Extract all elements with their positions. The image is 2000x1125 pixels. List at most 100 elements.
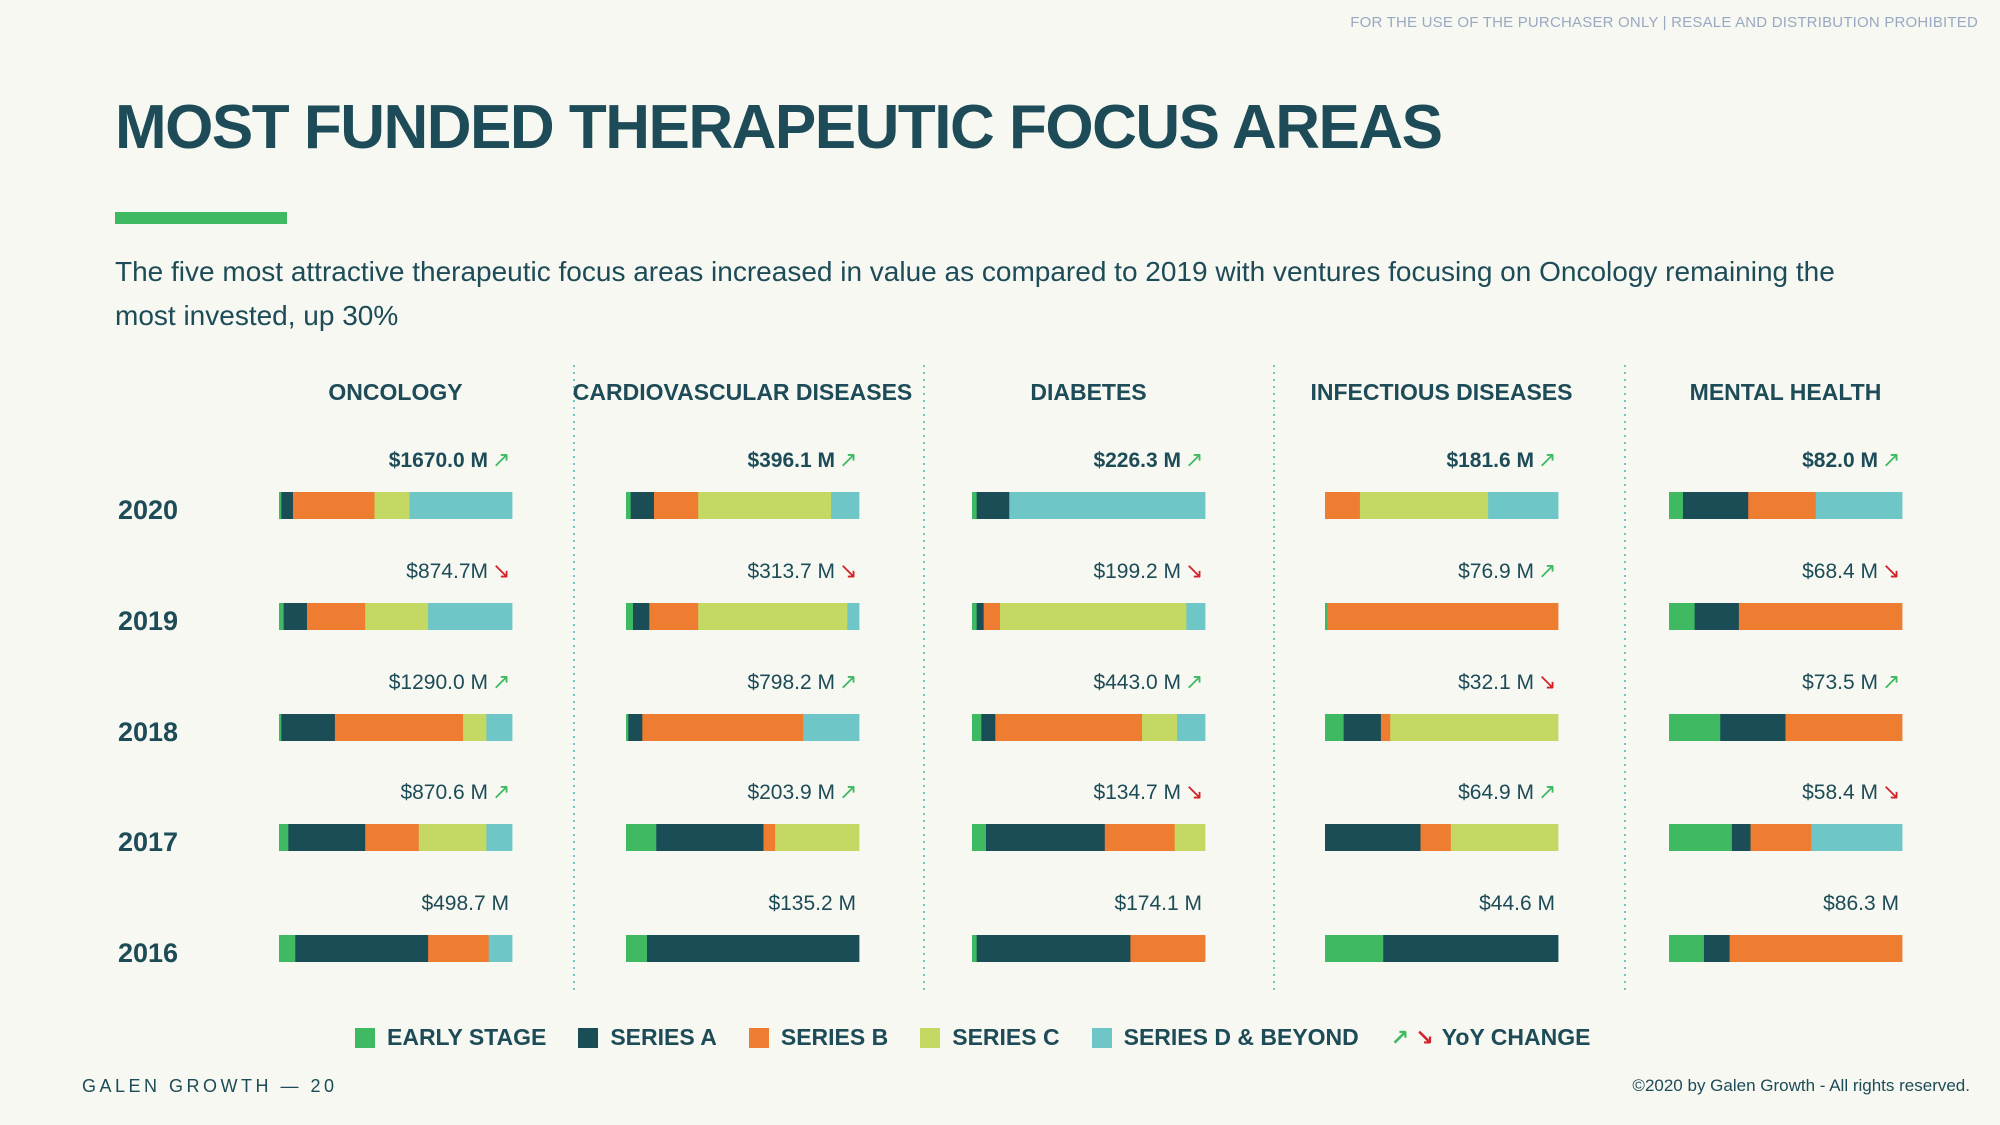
trend-down-icon: ↘ bbox=[839, 559, 857, 584]
total-value-label: $798.2 M bbox=[747, 671, 835, 694]
bar-segment-series-c bbox=[365, 603, 429, 630]
bar-segment-series-b bbox=[1327, 603, 1559, 630]
trend-up-icon: ↗ bbox=[492, 780, 510, 805]
page-title: MOST FUNDED THERAPEUTIC FOCUS AREAS bbox=[115, 93, 1443, 162]
bar-segment-series-c bbox=[374, 492, 410, 519]
bar-segment-series-a bbox=[1383, 935, 1559, 962]
total-value-label: $874.7M bbox=[406, 560, 488, 583]
bar-segment-series-b bbox=[334, 714, 464, 741]
trend-up-icon: ↗ bbox=[1882, 448, 1900, 473]
area-heading-cardiovascular-diseases: CARDIOVASCULAR DISEASES bbox=[573, 379, 913, 405]
total-value-label: $44.6 M bbox=[1479, 892, 1555, 915]
bar-segment-series-c bbox=[698, 603, 848, 630]
total-value-label: $396.1 M bbox=[747, 449, 835, 472]
total-value-label: $443.0 M bbox=[1093, 671, 1181, 694]
bar-segment-series-a bbox=[283, 603, 308, 630]
year-label: 2019 bbox=[118, 606, 178, 636]
legend-swatch-series-b bbox=[748, 1027, 769, 1048]
bar-segment-series-c bbox=[1142, 714, 1178, 741]
bar-segment-series-b bbox=[306, 603, 366, 630]
bar-segment-early-stage bbox=[279, 603, 285, 630]
trend-down-icon: ↘ bbox=[1185, 559, 1203, 584]
bar-segment-series-a bbox=[1694, 603, 1740, 630]
area-heading-diabetes: DIABETES bbox=[1030, 379, 1146, 405]
bar-segment-series-b bbox=[763, 824, 776, 851]
total-value-label: $73.5 M bbox=[1802, 671, 1878, 694]
footer-copyright: ©2020 by Galen Growth - All rights reser… bbox=[1632, 1076, 1970, 1095]
chart-legend: EARLY STAGE SERIES A SERIES B SERIES C S… bbox=[355, 1024, 1622, 1051]
bar-segment-series-d-beyond bbox=[1009, 492, 1206, 519]
legend-item-series-a: SERIES A bbox=[578, 1024, 717, 1051]
trend-up-icon: ↗ bbox=[1882, 670, 1900, 695]
bar-segment-series-d-beyond bbox=[488, 935, 513, 962]
title-accent-bar bbox=[115, 212, 287, 224]
bar-segment-series-a bbox=[295, 935, 429, 962]
bar-segment-series-a bbox=[976, 603, 985, 630]
bar-segment-series-c bbox=[463, 714, 487, 741]
bar-segment-series-d-beyond bbox=[1488, 492, 1559, 519]
bar-segment-early-stage bbox=[972, 603, 978, 630]
disclaimer: FOR THE USE OF THE PURCHASER ONLY | RESA… bbox=[1350, 14, 1978, 31]
page-number: 20 bbox=[310, 1076, 338, 1096]
total-value-label: $135.2 M bbox=[768, 892, 856, 915]
legend-item-early-stage: EARLY STAGE bbox=[355, 1024, 546, 1051]
total-value-label: $76.9 M bbox=[1458, 560, 1534, 583]
legend-label: EARLY STAGE bbox=[387, 1024, 547, 1050]
legend-swatch-series-c bbox=[920, 1027, 941, 1048]
total-value-label: $58.4 M bbox=[1802, 781, 1878, 804]
bar-segment-early-stage bbox=[626, 824, 657, 851]
legend-swatch-early-stage bbox=[355, 1027, 375, 1048]
bar-segment-series-c bbox=[775, 824, 860, 851]
bar-segment-series-b bbox=[1738, 603, 1903, 630]
total-value-label: $1670.0 M bbox=[389, 449, 488, 472]
bar-segment-series-c bbox=[1174, 824, 1206, 851]
bar-segment-series-a bbox=[976, 492, 1010, 519]
bar-segment-early-stage bbox=[279, 824, 289, 851]
total-value-label: $64.9 M bbox=[1458, 781, 1534, 804]
bar-segment-series-d-beyond bbox=[486, 714, 513, 741]
trend-down-icon: ↘ bbox=[1882, 780, 1900, 805]
bar-segment-series-b bbox=[983, 603, 1001, 630]
year-label: 2016 bbox=[118, 938, 178, 968]
bar-segment-series-a bbox=[1731, 824, 1751, 851]
trend-down-icon: ↘ bbox=[1415, 1024, 1434, 1050]
bar-segment-series-b bbox=[995, 714, 1143, 741]
trend-up-icon: ↗ bbox=[1390, 1024, 1410, 1050]
bar-segment-series-c bbox=[1359, 492, 1489, 519]
legend-item-series-b: SERIES B bbox=[748, 1024, 889, 1051]
bar-segment-series-a bbox=[976, 935, 1131, 962]
bar-segment-series-d-beyond bbox=[831, 492, 860, 519]
bar-segment-series-d-beyond bbox=[486, 824, 513, 851]
bar-segment-series-b bbox=[292, 492, 375, 519]
bar-segment-early-stage bbox=[626, 603, 634, 630]
bar-segment-series-a bbox=[1720, 714, 1786, 741]
footer-brand: GALEN GROWTH — 20 bbox=[82, 1076, 338, 1097]
legend-item-yoy-change: ↗ ↘ YoY CHANGE bbox=[1391, 1024, 1591, 1051]
trend-up-icon: ↗ bbox=[839, 448, 857, 473]
legend-swatch-series-d-beyond bbox=[1091, 1027, 1112, 1048]
bar-segment-series-b bbox=[365, 824, 420, 851]
trend-up-icon: ↗ bbox=[1185, 670, 1203, 695]
trend-up-icon: ↗ bbox=[839, 670, 857, 695]
total-value-label: $226.3 M bbox=[1093, 449, 1181, 472]
total-value-label: $1290.0 M bbox=[389, 671, 488, 694]
year-label: 2018 bbox=[118, 717, 178, 747]
legend-label: SERIES B bbox=[780, 1024, 889, 1050]
yoy-arrows-icon: ↗ ↘ bbox=[1391, 1025, 1434, 1051]
bar-segment-early-stage bbox=[279, 935, 296, 962]
bar-segment-series-d-beyond bbox=[847, 603, 860, 630]
trend-up-icon: ↗ bbox=[839, 780, 857, 805]
total-value-label: $134.7 M bbox=[1093, 781, 1181, 804]
trend-down-icon: ↘ bbox=[1882, 559, 1900, 584]
trend-up-icon: ↗ bbox=[1538, 559, 1556, 584]
bar-segment-series-b bbox=[428, 935, 490, 962]
trend-up-icon: ↗ bbox=[492, 670, 510, 695]
bar-segment-early-stage bbox=[626, 492, 632, 519]
bar-segment-series-b bbox=[1748, 492, 1817, 519]
bar-segment-series-a bbox=[1703, 935, 1730, 962]
bar-segment-series-c bbox=[418, 824, 487, 851]
bar-segment-early-stage bbox=[1669, 492, 1684, 519]
bar-segment-series-b bbox=[1104, 824, 1176, 851]
bar-segment-early-stage bbox=[1325, 714, 1345, 741]
